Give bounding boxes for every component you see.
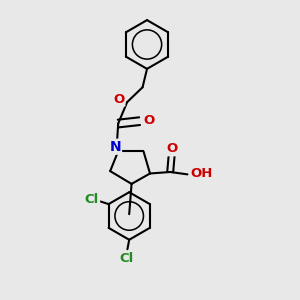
- Text: Cl: Cl: [120, 252, 134, 265]
- Text: Cl: Cl: [85, 193, 99, 206]
- Text: H: H: [192, 167, 202, 180]
- Text: O: O: [143, 114, 154, 127]
- Text: O: O: [113, 93, 124, 106]
- Text: N: N: [110, 140, 121, 154]
- Text: OH: OH: [190, 167, 213, 180]
- Text: O: O: [167, 142, 178, 155]
